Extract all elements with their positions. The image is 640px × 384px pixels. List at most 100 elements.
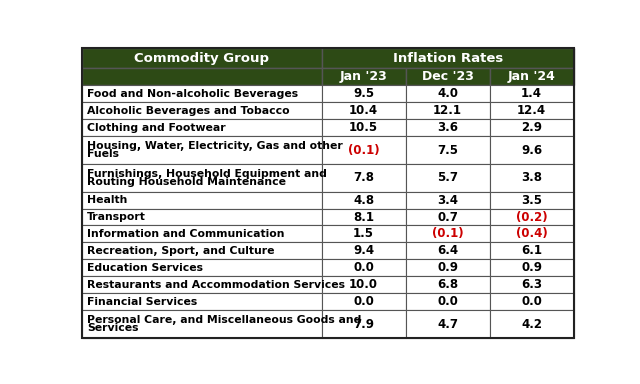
Bar bbox=[83, 102, 322, 119]
Bar bbox=[490, 310, 573, 338]
Text: Transport: Transport bbox=[87, 212, 146, 222]
Bar bbox=[322, 293, 406, 310]
Bar bbox=[406, 310, 490, 338]
Text: 9.4: 9.4 bbox=[353, 244, 374, 257]
Bar bbox=[490, 276, 573, 293]
Bar bbox=[83, 276, 322, 293]
Text: Restaurants and Accommodation Services: Restaurants and Accommodation Services bbox=[87, 280, 345, 290]
Text: Personal Care, and Miscellaneous Goods and: Personal Care, and Miscellaneous Goods a… bbox=[87, 315, 362, 325]
Text: 3.6: 3.6 bbox=[437, 121, 458, 134]
Text: 0.0: 0.0 bbox=[437, 295, 458, 308]
Bar bbox=[490, 293, 573, 310]
Bar bbox=[490, 136, 573, 164]
Text: Health: Health bbox=[87, 195, 127, 205]
Bar bbox=[490, 192, 573, 209]
Text: Inflation Rates: Inflation Rates bbox=[392, 52, 503, 65]
Text: Routing Household Maintenance: Routing Household Maintenance bbox=[87, 177, 286, 187]
Text: Commodity Group: Commodity Group bbox=[134, 52, 269, 65]
Text: 0.7: 0.7 bbox=[437, 210, 458, 223]
Text: Alcoholic Beverages and Tobacco: Alcoholic Beverages and Tobacco bbox=[87, 106, 290, 116]
Text: 10.0: 10.0 bbox=[349, 278, 378, 291]
Bar bbox=[406, 119, 490, 136]
Bar bbox=[83, 136, 322, 164]
Bar bbox=[83, 293, 322, 310]
Bar bbox=[406, 242, 490, 259]
Bar bbox=[490, 209, 573, 225]
Bar bbox=[490, 68, 573, 85]
Bar bbox=[406, 192, 490, 209]
Bar bbox=[83, 242, 322, 259]
Text: 8.1: 8.1 bbox=[353, 210, 374, 223]
Text: 5.7: 5.7 bbox=[437, 171, 458, 184]
Bar bbox=[406, 136, 490, 164]
Bar bbox=[322, 225, 406, 242]
Text: 4.2: 4.2 bbox=[521, 318, 542, 331]
Bar bbox=[322, 192, 406, 209]
Text: 6.8: 6.8 bbox=[437, 278, 458, 291]
Bar bbox=[83, 209, 322, 225]
Text: Jan '24: Jan '24 bbox=[508, 70, 556, 83]
Text: 12.4: 12.4 bbox=[517, 104, 546, 117]
Bar bbox=[322, 102, 406, 119]
Text: Fuels: Fuels bbox=[87, 149, 119, 159]
Text: 9.6: 9.6 bbox=[521, 144, 542, 157]
Bar bbox=[406, 68, 490, 85]
Bar bbox=[490, 259, 573, 276]
Text: 7.8: 7.8 bbox=[353, 171, 374, 184]
Bar bbox=[322, 68, 406, 85]
Text: Furnishings, Household Equipment and: Furnishings, Household Equipment and bbox=[87, 169, 327, 179]
Bar bbox=[490, 225, 573, 242]
Text: Dec '23: Dec '23 bbox=[422, 70, 474, 83]
Text: 0.9: 0.9 bbox=[437, 262, 458, 274]
Bar bbox=[406, 293, 490, 310]
Text: 9.5: 9.5 bbox=[353, 87, 374, 100]
Text: 3.5: 3.5 bbox=[521, 194, 542, 207]
Text: Information and Communication: Information and Communication bbox=[87, 229, 284, 239]
Text: (0.1): (0.1) bbox=[432, 227, 463, 240]
Text: 0.0: 0.0 bbox=[521, 295, 542, 308]
Bar bbox=[83, 164, 322, 192]
Text: Services: Services bbox=[87, 323, 138, 333]
Bar bbox=[406, 102, 490, 119]
Bar bbox=[322, 259, 406, 276]
Text: 0.0: 0.0 bbox=[353, 295, 374, 308]
Bar bbox=[490, 242, 573, 259]
Bar bbox=[322, 164, 406, 192]
Bar bbox=[83, 225, 322, 242]
Text: Recreation, Sport, and Culture: Recreation, Sport, and Culture bbox=[87, 246, 275, 256]
Text: 1.5: 1.5 bbox=[353, 227, 374, 240]
Bar bbox=[406, 259, 490, 276]
Bar bbox=[406, 164, 490, 192]
Text: Housing, Water, Electricity, Gas and other: Housing, Water, Electricity, Gas and oth… bbox=[87, 141, 343, 151]
Bar bbox=[490, 119, 573, 136]
Text: 10.4: 10.4 bbox=[349, 104, 378, 117]
Text: 7.5: 7.5 bbox=[437, 144, 458, 157]
Bar bbox=[490, 164, 573, 192]
Text: 10.5: 10.5 bbox=[349, 121, 378, 134]
Text: (0.1): (0.1) bbox=[348, 144, 380, 157]
Bar bbox=[83, 68, 322, 85]
Bar bbox=[83, 310, 322, 338]
Bar bbox=[83, 85, 322, 102]
Text: (0.2): (0.2) bbox=[516, 210, 547, 223]
Bar bbox=[83, 192, 322, 209]
Bar bbox=[406, 209, 490, 225]
Bar bbox=[322, 242, 406, 259]
Text: 4.8: 4.8 bbox=[353, 194, 374, 207]
Text: 0.0: 0.0 bbox=[353, 262, 374, 274]
Bar bbox=[322, 48, 573, 68]
Text: 6.1: 6.1 bbox=[521, 244, 542, 257]
Text: Food and Non-alcoholic Beverages: Food and Non-alcoholic Beverages bbox=[87, 89, 298, 99]
Bar bbox=[406, 225, 490, 242]
Text: 3.4: 3.4 bbox=[437, 194, 458, 207]
Bar bbox=[322, 119, 406, 136]
Text: 2.9: 2.9 bbox=[521, 121, 542, 134]
Text: Clothing and Footwear: Clothing and Footwear bbox=[87, 123, 226, 133]
Text: Jan '23: Jan '23 bbox=[340, 70, 387, 83]
Text: 12.1: 12.1 bbox=[433, 104, 462, 117]
Bar bbox=[322, 85, 406, 102]
Bar bbox=[490, 85, 573, 102]
Bar bbox=[83, 48, 322, 68]
Text: 7.9: 7.9 bbox=[353, 318, 374, 331]
Bar bbox=[322, 136, 406, 164]
